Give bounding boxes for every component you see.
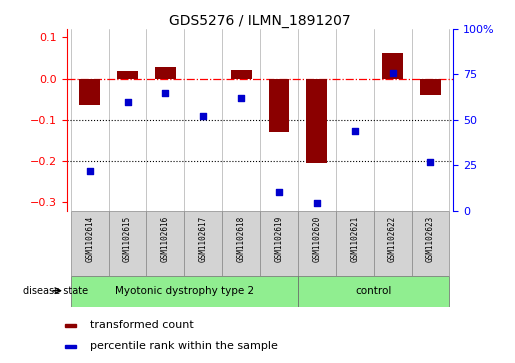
Bar [374, 211, 411, 276]
Point [388, 70, 397, 76]
Bar [146, 211, 184, 276]
Text: GSM1102620: GSM1102620 [313, 216, 321, 262]
Text: disease state: disease state [24, 286, 89, 296]
Bar [260, 211, 298, 276]
Text: GSM1102619: GSM1102619 [274, 216, 284, 262]
Bar [222, 211, 260, 276]
Point [161, 90, 169, 95]
Point [351, 128, 359, 134]
Text: GSM1102622: GSM1102622 [388, 216, 397, 262]
Bar [71, 211, 109, 276]
Text: GSM1102617: GSM1102617 [199, 216, 208, 262]
Point [199, 113, 208, 119]
Bar [420, 78, 441, 95]
Bar [65, 324, 76, 327]
Text: GSM1102623: GSM1102623 [426, 216, 435, 262]
Bar [117, 71, 138, 78]
Text: transformed count: transformed count [90, 321, 193, 330]
Bar [71, 276, 298, 307]
Bar [155, 67, 176, 78]
Point [124, 99, 132, 105]
Text: GSM1102621: GSM1102621 [350, 216, 359, 262]
Text: percentile rank within the sample: percentile rank within the sample [90, 341, 278, 351]
Title: GDS5276 / ILMN_1891207: GDS5276 / ILMN_1891207 [169, 14, 351, 28]
Text: GSM1102618: GSM1102618 [236, 216, 246, 262]
Point [85, 168, 94, 174]
Text: control: control [355, 286, 392, 296]
Bar [336, 211, 374, 276]
Bar [306, 78, 328, 163]
Bar [269, 78, 289, 132]
Bar [109, 211, 146, 276]
Bar [231, 70, 251, 78]
Point [237, 95, 245, 101]
Bar [411, 211, 450, 276]
Bar [298, 211, 336, 276]
Text: Myotonic dystrophy type 2: Myotonic dystrophy type 2 [115, 286, 254, 296]
Text: GSM1102616: GSM1102616 [161, 216, 170, 262]
Bar [298, 276, 450, 307]
Text: GSM1102614: GSM1102614 [85, 216, 94, 262]
Point [275, 189, 283, 195]
Bar [79, 78, 100, 105]
Bar [382, 53, 403, 78]
Bar [65, 344, 76, 348]
Text: GSM1102615: GSM1102615 [123, 216, 132, 262]
Point [426, 159, 435, 164]
Bar [184, 211, 222, 276]
Point [313, 200, 321, 206]
